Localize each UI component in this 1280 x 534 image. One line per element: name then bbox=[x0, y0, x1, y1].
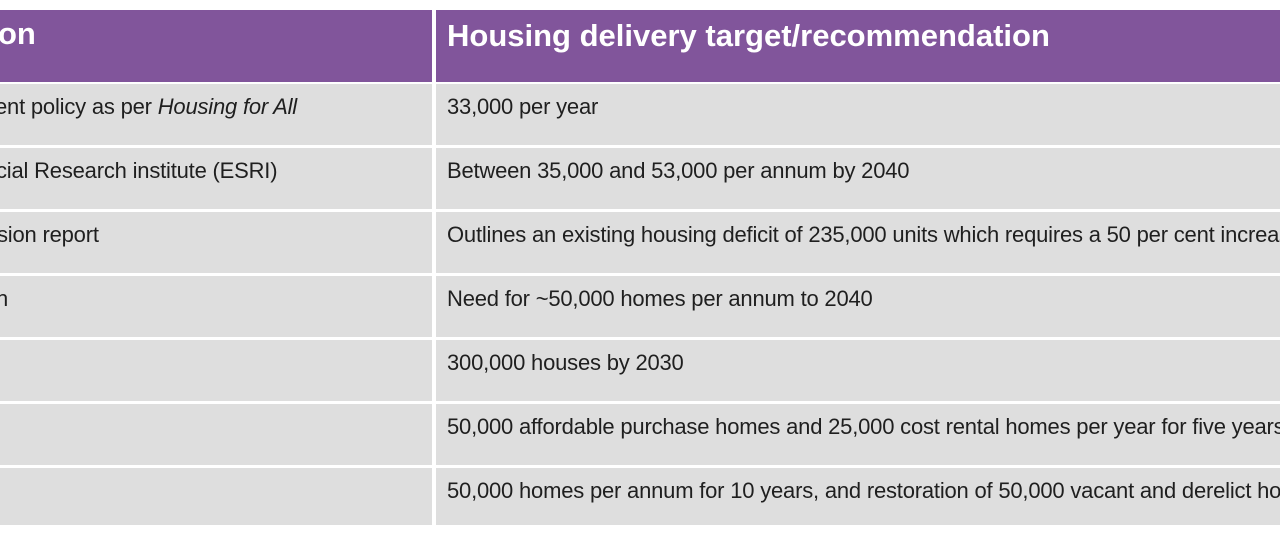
table-row: 50,000 homes per annum for 10 years, and… bbox=[0, 468, 1280, 525]
table-cell-target: 50,000 affordable purchase homes and 25,… bbox=[436, 404, 1280, 465]
header-label-source: on bbox=[0, 16, 36, 51]
table-cell-source bbox=[0, 468, 432, 525]
table-cell-target: 50,000 homes per annum for 10 years, and… bbox=[436, 468, 1280, 525]
target-text: 300,000 houses by 2030 bbox=[447, 350, 684, 375]
target-text: 50,000 affordable purchase homes and 25,… bbox=[447, 414, 1280, 439]
table-cell-source bbox=[0, 404, 432, 465]
source-text: sion report bbox=[0, 222, 99, 247]
table-cell-source bbox=[0, 340, 432, 401]
table-row: sion report Outlines an existing housing… bbox=[0, 212, 1280, 273]
table-cell-target: Outlines an existing housing deficit of … bbox=[436, 212, 1280, 273]
target-text: Need for ~50,000 homes per annum to 2040 bbox=[447, 286, 873, 311]
target-text: Outlines an existing housing deficit of … bbox=[447, 222, 1280, 247]
target-text: 50,000 homes per annum for 10 years, and… bbox=[447, 478, 1280, 503]
table-cell-source: ent policy as per Housing for All bbox=[0, 84, 432, 145]
table-cell-target: Between 35,000 and 53,000 per annum by 2… bbox=[436, 148, 1280, 209]
target-text: 33,000 per year bbox=[447, 94, 599, 119]
source-text: cial Research institute (ESRI) bbox=[0, 158, 278, 183]
table-header-row: on Housing delivery target/recommendatio… bbox=[0, 10, 1280, 82]
header-label-target: Housing delivery target/recommendation bbox=[447, 18, 1050, 53]
target-text: Between 35,000 and 53,000 per annum by 2… bbox=[447, 158, 910, 183]
source-text: ent policy as per bbox=[0, 94, 158, 119]
source-text-italic: Housing for All bbox=[157, 94, 297, 119]
table-row: n Need for ~50,000 homes per annum to 20… bbox=[0, 276, 1280, 337]
table-row: 50,000 affordable purchase homes and 25,… bbox=[0, 404, 1280, 465]
table-cell-target: 300,000 houses by 2030 bbox=[436, 340, 1280, 401]
table-cell-source: sion report bbox=[0, 212, 432, 273]
table-cell-target: 33,000 per year bbox=[436, 84, 1280, 145]
source-text: n bbox=[0, 286, 9, 311]
table-row: ent policy as per Housing for All 33,000… bbox=[0, 84, 1280, 145]
table-row: cial Research institute (ESRI) Between 3… bbox=[0, 148, 1280, 209]
table-cell-target: Need for ~50,000 homes per annum to 2040 bbox=[436, 276, 1280, 337]
table-row: 300,000 houses by 2030 bbox=[0, 340, 1280, 401]
table-cell-source: cial Research institute (ESRI) bbox=[0, 148, 432, 209]
header-cell-target: Housing delivery target/recommendation bbox=[436, 10, 1280, 82]
table-cell-source: n bbox=[0, 276, 432, 337]
header-cell-source: on bbox=[0, 10, 432, 82]
